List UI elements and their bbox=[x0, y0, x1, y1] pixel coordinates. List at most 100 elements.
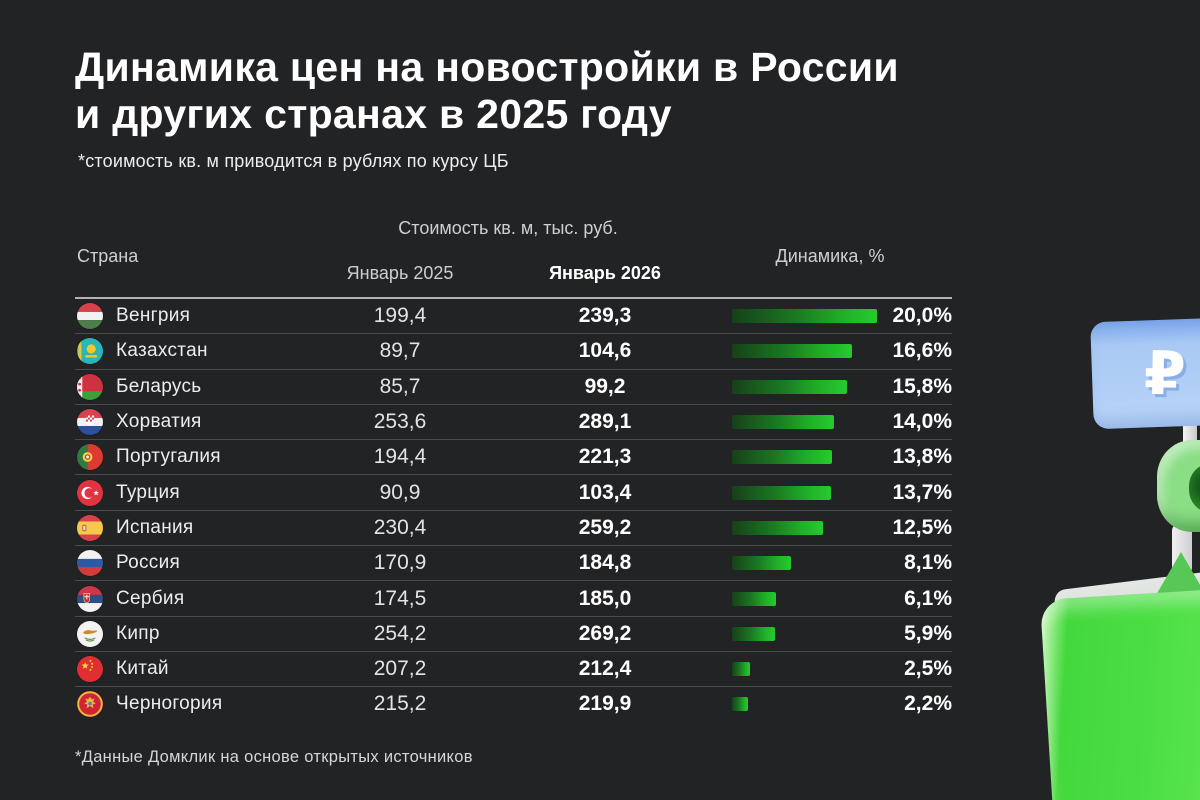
table-row: Сербия 174,5 185,0 6,1% bbox=[75, 580, 952, 615]
table-row: Казахстан 89,7 104,6 16,6% bbox=[75, 333, 952, 368]
country-cell: Португалия bbox=[75, 444, 340, 471]
dynamics-value: 13,7% bbox=[892, 480, 952, 504]
dynamics-bar-cell bbox=[732, 309, 877, 324]
table-row: Китай 207,2 212,4 2,5% bbox=[75, 650, 952, 686]
dynamics-value: 13,8% bbox=[892, 445, 952, 469]
country-cell: Хорватия bbox=[75, 409, 340, 436]
value-jan-2026: 239,3 bbox=[578, 304, 632, 328]
flag-belarus-icon bbox=[77, 373, 103, 400]
dynamics-bar-cell bbox=[732, 697, 877, 712]
value-jan-2025: 194,4 bbox=[373, 445, 427, 469]
dynamics-value: 5,9% bbox=[904, 621, 952, 645]
value-jan-2026: 212,4 bbox=[578, 657, 632, 681]
green-cone-base bbox=[1152, 552, 1200, 602]
dynamics-value: 12,5% bbox=[892, 515, 952, 539]
dynamics-value: 2,2% bbox=[904, 692, 952, 716]
value-jan-2026: 269,2 bbox=[578, 621, 632, 645]
country-name: Испания bbox=[116, 516, 194, 538]
flag-montenegro-icon bbox=[77, 691, 103, 718]
dynamics-value: 6,1% bbox=[904, 586, 952, 610]
country-cell: Казахстан bbox=[75, 338, 340, 365]
dynamics-bar-cell bbox=[732, 415, 877, 430]
dynamics-bar bbox=[732, 309, 877, 324]
country-cell: Беларусь bbox=[75, 373, 340, 400]
value-jan-2025: 89,7 bbox=[379, 339, 421, 363]
value-jan-2025: 254,2 bbox=[373, 621, 427, 645]
dynamics-value: 20,0% bbox=[892, 304, 952, 328]
dynamics-bar-cell bbox=[732, 450, 877, 465]
dynamics-bar bbox=[732, 415, 834, 430]
flag-serbia-icon bbox=[77, 585, 103, 612]
value-jan-2025: 170,9 bbox=[373, 551, 427, 575]
dynamics-value: 15,8% bbox=[892, 374, 952, 398]
table-row: Турция 90,9 103,4 13,7% bbox=[75, 474, 952, 509]
country-name: Черногория bbox=[116, 693, 223, 715]
country-name: Казахстан bbox=[116, 340, 208, 362]
table-row: Черногория 215,2 219,9 2,2% bbox=[75, 686, 952, 721]
country-cell: Кипр bbox=[75, 620, 340, 647]
page-title: Динамика цен на новостройки в России и д… bbox=[75, 44, 899, 138]
dynamics-value: 8,1% bbox=[904, 551, 952, 575]
page-title-line2: и других странах в 2025 году bbox=[75, 91, 672, 137]
dynamics-bar bbox=[732, 450, 833, 465]
value-jan-2026: 219,9 bbox=[578, 692, 632, 716]
country-name: Кипр bbox=[116, 622, 160, 644]
value-jan-2025: 253,6 bbox=[373, 410, 427, 434]
ruble-icon: ₽ bbox=[1143, 339, 1187, 407]
flag-russia-icon bbox=[77, 550, 103, 577]
dynamics-value: 16,6% bbox=[892, 339, 952, 363]
dynamics-bar-cell bbox=[732, 520, 877, 535]
green-box-front-face bbox=[1040, 579, 1200, 800]
country-name: Хорватия bbox=[116, 411, 202, 433]
dynamics-bar bbox=[732, 520, 823, 535]
table-row: Испания 230,4 259,2 12,5% bbox=[75, 509, 952, 545]
country-name: Сербия bbox=[116, 587, 185, 609]
flag-cyprus-icon bbox=[77, 620, 103, 647]
price-table: Стоимость кв. м, тыс. руб. Страна Январь… bbox=[75, 212, 952, 722]
value-jan-2026: 289,1 bbox=[578, 410, 632, 434]
value-jan-2026: 104,6 bbox=[578, 339, 632, 363]
value-jan-2026: 221,3 bbox=[578, 445, 632, 469]
table-header: Стоимость кв. м, тыс. руб. Страна Январь… bbox=[75, 212, 952, 297]
flag-portugal-icon bbox=[77, 444, 103, 471]
dynamics-bar bbox=[732, 591, 777, 606]
column-header-price-group: Стоимость кв. м, тыс. руб. bbox=[398, 218, 618, 238]
country-name: Беларусь bbox=[116, 375, 202, 397]
dynamics-bar-cell bbox=[732, 485, 877, 500]
dynamics-bar bbox=[732, 344, 853, 359]
country-cell: Венгрия bbox=[75, 303, 340, 330]
dynamics-bar bbox=[732, 697, 748, 712]
dynamics-bar-cell bbox=[732, 344, 877, 359]
dynamics-bar bbox=[732, 662, 751, 677]
dynamics-value: 14,0% bbox=[892, 410, 952, 434]
sign-pole bbox=[1183, 410, 1197, 470]
flag-turkey-icon bbox=[77, 479, 103, 506]
table-row: Венгрия 199,4 239,3 20,0% bbox=[75, 299, 952, 333]
green-ring-icon bbox=[1157, 440, 1200, 532]
country-name: Китай bbox=[116, 658, 169, 680]
country-cell: Россия bbox=[75, 550, 340, 577]
value-jan-2026: 184,8 bbox=[578, 551, 632, 575]
value-jan-2025: 207,2 bbox=[373, 657, 427, 681]
dynamics-bar bbox=[732, 379, 847, 394]
flag-croatia-icon bbox=[77, 409, 103, 436]
table-row: Хорватия 253,6 289,1 14,0% bbox=[75, 403, 952, 439]
table-row: Кипр 254,2 269,2 5,9% bbox=[75, 615, 952, 651]
value-jan-2025: 199,4 bbox=[373, 304, 427, 328]
value-jan-2025: 230,4 bbox=[373, 515, 427, 539]
source-footnote: *Данные Домклик на основе открытых источ… bbox=[75, 748, 473, 766]
value-jan-2025: 90,9 bbox=[379, 480, 421, 504]
country-cell: Испания bbox=[75, 514, 340, 541]
flag-spain-icon bbox=[77, 514, 103, 541]
table-row: Россия 170,9 184,8 8,1% bbox=[75, 545, 952, 580]
dynamics-bar-cell bbox=[732, 662, 877, 677]
dynamics-bar-cell bbox=[732, 556, 877, 571]
column-header-jan-2026: Январь 2026 bbox=[549, 263, 661, 283]
value-jan-2026: 103,4 bbox=[578, 480, 632, 504]
column-header-dynamics: Динамика, % bbox=[775, 246, 885, 266]
value-jan-2026: 185,0 bbox=[578, 586, 632, 610]
value-jan-2025: 85,7 bbox=[379, 374, 421, 398]
flag-china-icon bbox=[77, 656, 103, 683]
percent-sign-stem bbox=[1172, 525, 1192, 573]
